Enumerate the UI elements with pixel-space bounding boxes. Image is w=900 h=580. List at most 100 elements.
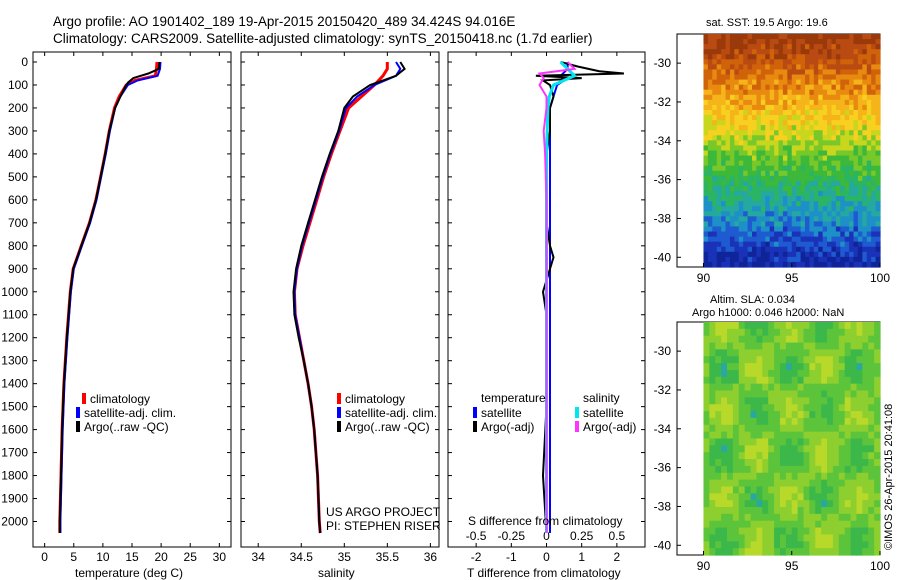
sla-cell [785, 424, 793, 433]
sst-cell [813, 115, 819, 121]
sla-cell [821, 472, 828, 481]
sla-cell [821, 390, 828, 398]
sst-cell [844, 150, 850, 157]
sst-cell [871, 211, 877, 217]
sla-cell [756, 548, 763, 556]
sla-cell [791, 527, 799, 536]
sla-cell [809, 493, 816, 501]
sla-cell [762, 417, 769, 426]
sst-cell [769, 261, 775, 268]
sst-cell [862, 140, 868, 147]
sst-cell [787, 160, 793, 167]
sla-cell [703, 328, 710, 337]
sst-cell [875, 191, 881, 197]
sst-cell [822, 160, 828, 167]
sst-cell [871, 241, 877, 248]
sla-cell [779, 541, 787, 549]
sst-cell [804, 34, 810, 40]
sla-cell [850, 541, 858, 549]
temperature-panel [32, 51, 232, 548]
sla-cell [850, 369, 858, 378]
sst-cell [703, 104, 709, 111]
temperature-plot: 0 5 10 15 20 25 30 [33, 52, 231, 564]
sst-cell [875, 79, 881, 86]
sst-cell [782, 201, 788, 207]
sla-cell [803, 465, 810, 474]
sla-cell [827, 548, 834, 556]
sst-cell [800, 150, 806, 157]
sst-cell [743, 64, 749, 71]
x-tick-label: 10 [96, 550, 110, 564]
sla-cell [856, 322, 863, 330]
sst-cell [703, 216, 709, 223]
sst-cell [866, 211, 872, 217]
sst-cell [827, 125, 833, 131]
sst-cell [804, 180, 810, 187]
sla-cell [850, 397, 858, 405]
sst-cell [756, 34, 762, 40]
sst-cell [756, 94, 762, 101]
sst-cell [875, 69, 881, 76]
sst-cell [813, 145, 819, 152]
depth-axis: 0100200300400500600700800900100011001200… [1, 55, 28, 529]
sla-cell [756, 520, 763, 529]
sla-cell [809, 513, 816, 522]
sst-cell [796, 170, 802, 177]
sst-cell [813, 34, 819, 40]
sst-cell [743, 94, 749, 101]
sla-cell [791, 397, 799, 405]
sst-cell [747, 140, 753, 147]
sla-cell [709, 356, 716, 364]
sla-cell [727, 541, 734, 549]
sst-cell [760, 49, 766, 55]
sst-cell [738, 231, 744, 238]
sst-cell [725, 160, 731, 167]
sst-cell [791, 89, 797, 96]
sst-cell [729, 231, 735, 238]
sst-cell [844, 59, 850, 65]
sla-cell [850, 459, 858, 467]
sst-cell [747, 89, 753, 96]
sst-cell [804, 251, 810, 258]
sla-cell [862, 438, 869, 446]
sst-cell [712, 191, 718, 197]
sst-cell [782, 191, 788, 197]
sst-cell [712, 160, 718, 167]
sst-cell [743, 180, 749, 187]
sst-cell [725, 54, 731, 60]
sst-cell [743, 211, 749, 217]
sla-cell [809, 520, 816, 529]
sst-cell [760, 120, 766, 126]
sst-cell [721, 120, 727, 126]
sst-cell [752, 216, 758, 223]
sla-cell [844, 520, 852, 529]
sst-cell [729, 69, 735, 76]
depth-tick-label: 800 [8, 239, 28, 253]
sst-cell [774, 241, 780, 248]
sla-cell [744, 328, 752, 337]
sst-cell [822, 115, 828, 121]
sst-cell [752, 155, 758, 162]
sla-cell [750, 424, 758, 433]
sst-cell [831, 94, 837, 101]
sst-cell [752, 236, 758, 243]
legend-swatch-argo [76, 421, 80, 432]
sla-cell [874, 431, 881, 440]
sst-cell [769, 256, 775, 263]
sst-cell [756, 196, 762, 202]
sla-cell [844, 548, 852, 556]
sst-cell [782, 185, 788, 192]
sst-cell [831, 191, 837, 197]
sst-cell [813, 89, 819, 96]
sst-cell [769, 34, 775, 40]
sst-cell [809, 241, 815, 248]
legend-climatology: climatology [90, 392, 150, 406]
sst-cell [804, 155, 810, 162]
sla-cell [797, 390, 805, 398]
sst-cell [862, 251, 868, 258]
sla-cell [832, 431, 840, 440]
sst-cell [796, 69, 802, 76]
sst-cell [800, 145, 806, 152]
sla-cell [844, 445, 852, 453]
sst-cell [809, 261, 815, 268]
